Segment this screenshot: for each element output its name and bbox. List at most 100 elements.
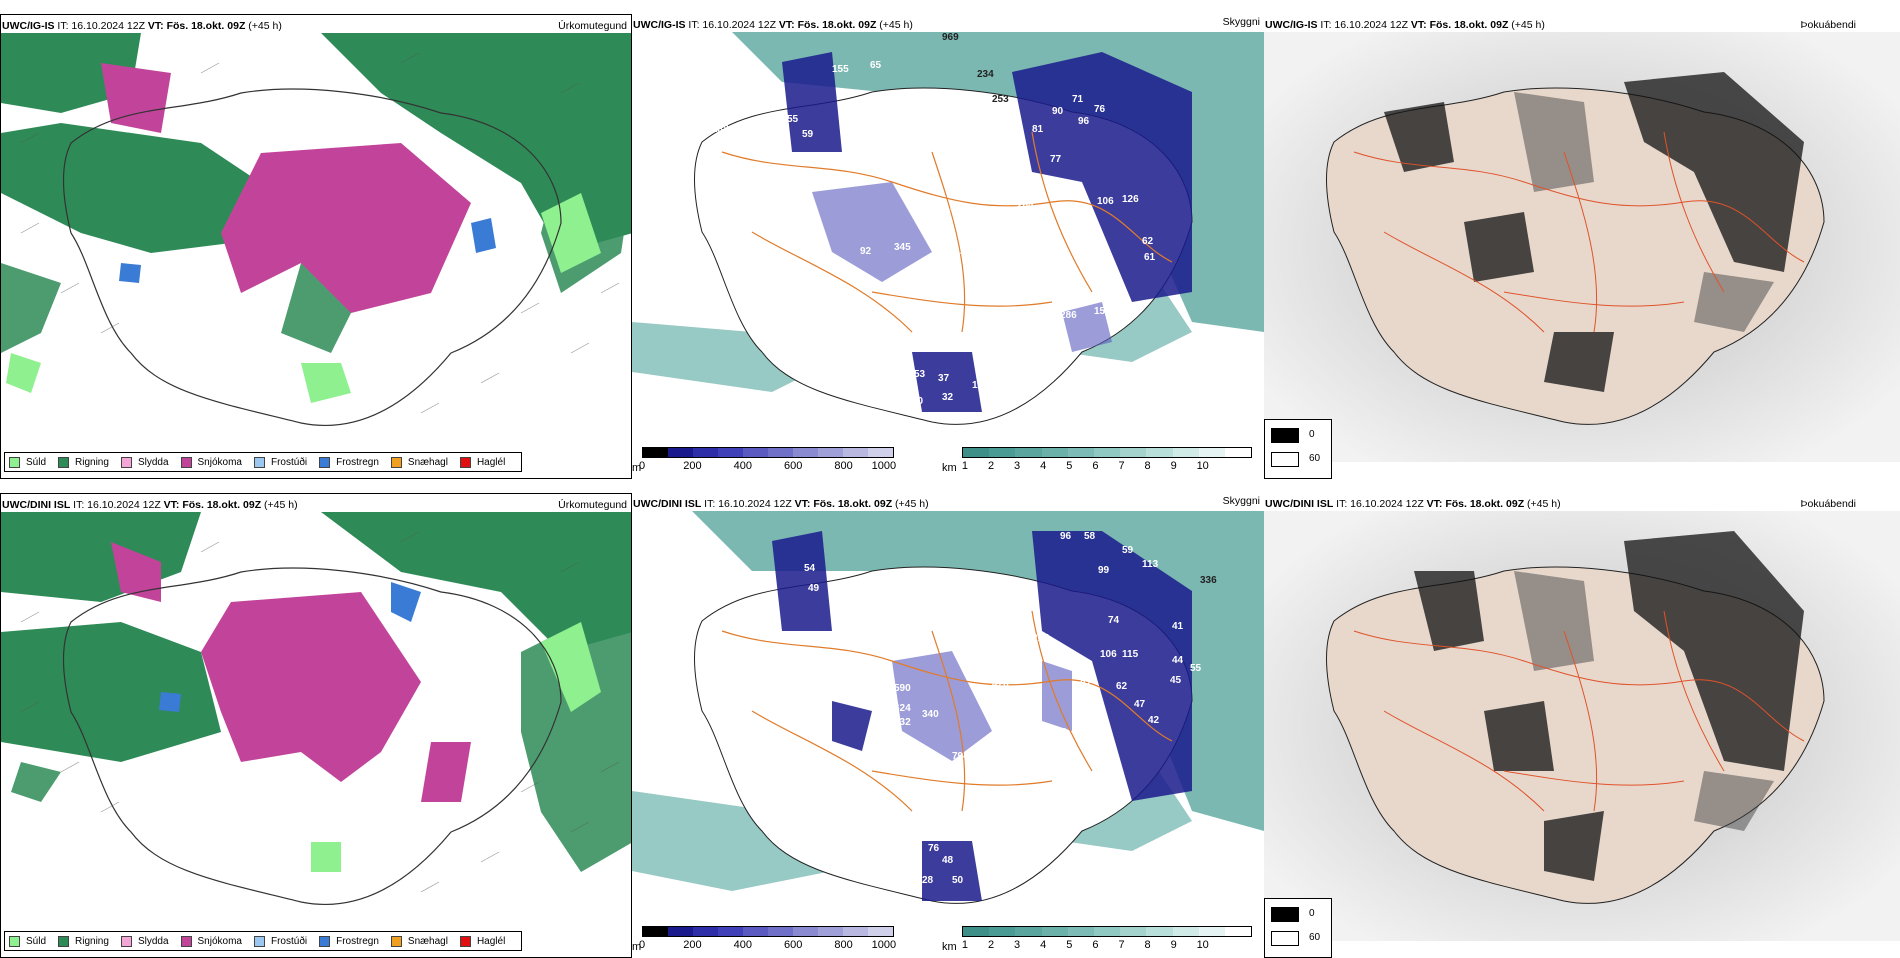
visibility-panel-bottom: UWC/DINI ISL IT: 16.10.2024 12Z VT: Fös.… xyxy=(632,493,1264,958)
fog-legend: 0 60 xyxy=(1264,419,1332,479)
cloud-label: 62 xyxy=(1116,681,1128,692)
vis-tick: 4 xyxy=(1040,460,1047,472)
cb-swatch xyxy=(693,927,718,936)
cloud-label: 87 xyxy=(990,264,1002,275)
cloud-label: 87 xyxy=(1080,679,1092,690)
legend-swatch xyxy=(390,456,402,468)
cloud-label: 340 xyxy=(922,709,939,720)
cb-swatch xyxy=(743,927,768,936)
legend-item-frostregn: Frostregn xyxy=(319,456,379,468)
fog-value-low: 0 xyxy=(1309,429,1315,440)
cb-tick: 0 xyxy=(638,939,646,951)
vis-swatch xyxy=(1224,448,1252,457)
legend-label: Rigning xyxy=(75,935,109,947)
cloud-label: 48 xyxy=(942,855,954,866)
cloud-label: 58 xyxy=(1084,531,1096,542)
cloudbase-colorbar: 0 200 400 600 800 1000 xyxy=(638,926,896,954)
fog-map xyxy=(1264,32,1900,462)
cloud-label: 45 xyxy=(1170,675,1182,686)
vis-tick: 4 xyxy=(1040,939,1047,951)
vis-tick: 9 xyxy=(1170,939,1177,951)
cloud-label: 47 xyxy=(1134,699,1146,710)
vis-tick: 1 xyxy=(961,460,968,472)
cloud-label: 99 xyxy=(1098,565,1110,576)
vis-swatch xyxy=(1041,927,1068,936)
legend-item-suld: Súld xyxy=(9,935,47,947)
ptype-map xyxy=(1,512,631,932)
legend-swatch xyxy=(319,935,331,947)
visibility-swatches xyxy=(962,447,1252,458)
cb-swatch xyxy=(793,927,818,936)
vis-tick: 7 xyxy=(1118,460,1125,472)
legend-item-snaehagl: Snæhagl xyxy=(390,456,448,468)
cloud-label: 130 xyxy=(1064,224,1081,235)
cloud-label: 81 xyxy=(1032,124,1044,135)
cb-tick: 0 xyxy=(638,460,646,472)
cloud-label: 205 xyxy=(950,202,967,213)
panel-title: UWC/IG-IS IT: 16.10.2024 12Z VT: Fös. 18… xyxy=(2,20,282,32)
cloud-label: 41 xyxy=(1172,621,1184,632)
ptype-legend: Súld Rigning Slydda Snjókoma Frostúði Fr… xyxy=(4,452,523,472)
cloud-label: 92 xyxy=(860,246,872,257)
panel-label: Skyggni xyxy=(1222,495,1260,507)
cloud-label: 76 xyxy=(1094,104,1106,115)
visibility-swatches xyxy=(962,926,1252,937)
fog-legend: 0 60 xyxy=(1264,898,1332,958)
vis-swatch xyxy=(1172,927,1199,936)
vis-swatch xyxy=(1146,448,1173,457)
cloud-label: 486 xyxy=(912,314,929,325)
cb-tick: 1000 xyxy=(871,460,897,472)
legend-item-snaehagl: Snæhagl xyxy=(390,935,448,947)
cloud-label: 182 xyxy=(944,605,961,616)
panel-title: UWC/DINI ISL IT: 16.10.2024 12Z VT: Fös.… xyxy=(633,498,929,510)
vis-swatch xyxy=(1093,927,1121,936)
fog-panel-top: UWC/IG-IS IT: 16.10.2024 12Z VT: Fös. 18… xyxy=(1264,14,1900,479)
vis-tick: 1 xyxy=(961,939,968,951)
vis-swatch xyxy=(989,448,1016,457)
cloud-label: 155 xyxy=(832,64,849,75)
vis-swatch xyxy=(1015,448,1042,457)
vis-tick: 8 xyxy=(1144,939,1151,951)
vis-tick: 7 xyxy=(1118,939,1125,951)
cb-swatch xyxy=(718,448,743,457)
vis-tick: 6 xyxy=(1092,460,1099,472)
legend-item-slydda: Slydda xyxy=(120,935,169,947)
cb-tick: 800 xyxy=(834,939,853,951)
visibility-colorbar: 1 2 3 4 5 6 7 8 9 10 xyxy=(962,926,1252,954)
vis-tick: 8 xyxy=(1144,460,1151,472)
legend-swatch xyxy=(58,935,70,947)
legend-label: Súld xyxy=(26,935,47,947)
legend-label: Snjókoma xyxy=(197,935,242,947)
legend-label: Frostregn xyxy=(336,935,379,947)
cloud-label: 288 xyxy=(1050,727,1067,738)
vis-swatch xyxy=(1041,448,1068,457)
cloud-label: 590 xyxy=(894,683,911,694)
vis-swatch xyxy=(989,927,1016,936)
cloud-label: 10 xyxy=(912,396,924,407)
legend-label: Snjókoma xyxy=(197,456,242,468)
cloud-label: 113 xyxy=(1142,559,1159,570)
cb-tick: 200 xyxy=(683,460,702,472)
cb-swatch xyxy=(643,448,668,457)
cloudbase-ticks: 0 200 400 600 800 1000 xyxy=(638,460,897,474)
legend-label: Slydda xyxy=(137,456,169,468)
visibility-unit: km xyxy=(942,941,957,953)
cloudbase-unit: m xyxy=(632,941,642,953)
cb-swatch xyxy=(843,448,868,457)
cloud-label: 37 xyxy=(938,373,950,384)
cb-tick: 400 xyxy=(733,939,752,951)
panel-label: Úrkomutegund xyxy=(558,20,627,32)
vis-swatch xyxy=(1198,927,1225,936)
cloud-label: 108 xyxy=(1086,264,1103,275)
cloud-label: 44 xyxy=(1172,655,1184,666)
visibility-panel-top: UWC/IG-IS IT: 16.10.2024 12Z VT: Fös. 18… xyxy=(632,14,1264,479)
cloud-label: 624 xyxy=(894,703,911,714)
cloud-label: 122 xyxy=(902,154,919,165)
legend-label: Frostregn xyxy=(336,456,379,468)
visibility-ticks: 1 2 3 4 5 6 7 8 9 10 xyxy=(962,939,1252,953)
fog-swatch-dark xyxy=(1271,428,1299,443)
visibility-map: 155 65 969 234 253 55 59 81 90 71 76 96 … xyxy=(632,32,1264,427)
legend-swatch xyxy=(120,456,132,468)
cloud-label: 54 xyxy=(804,563,816,574)
vis-swatch xyxy=(1067,448,1094,457)
